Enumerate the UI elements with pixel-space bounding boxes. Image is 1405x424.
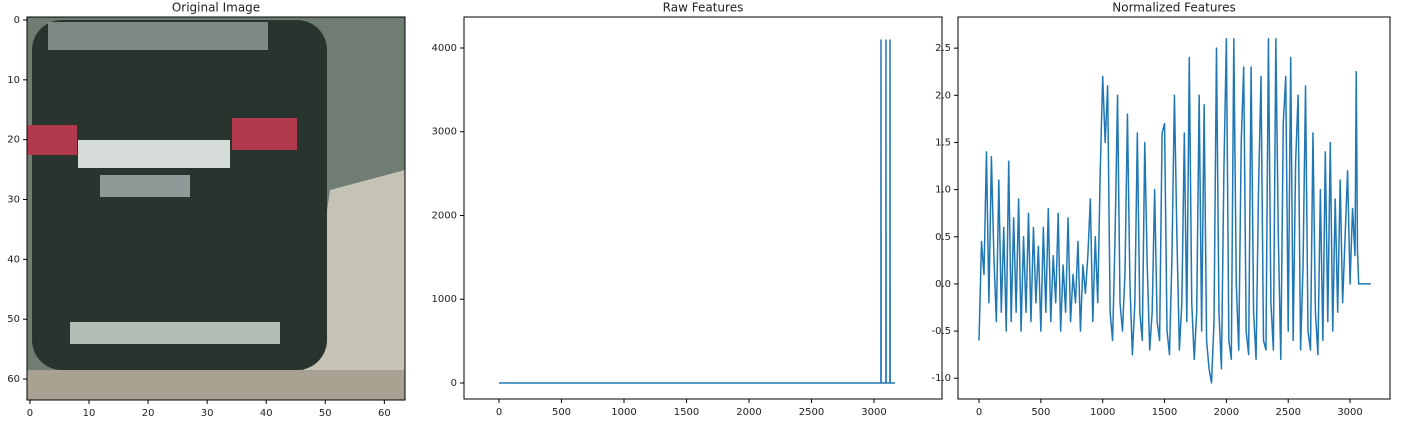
data-line: [499, 39, 895, 384]
y-tick-label: 2000: [432, 210, 457, 221]
x-tick-label: 2500: [1275, 407, 1300, 418]
y-tick-label: 10: [7, 75, 20, 86]
x-tick-label: 0: [496, 407, 502, 418]
chart-title: Raw Features: [663, 1, 744, 15]
y-tick-label: 3000: [432, 127, 457, 138]
axes-frame: [957, 16, 1391, 400]
y-tick-label: 0.0: [935, 279, 951, 290]
photo-trim: [78, 140, 230, 168]
x-tick-label: 1000: [611, 407, 636, 418]
x-tick-label: 50: [319, 408, 332, 419]
x-tick-label: 1500: [1152, 407, 1177, 418]
x-tick-label: 500: [552, 407, 571, 418]
y-tick-label: 4000: [432, 43, 457, 54]
y-tick-label: 0: [451, 378, 457, 389]
x-tick-label: 0: [976, 407, 982, 418]
x-tick-label: 1500: [674, 407, 699, 418]
x-tick-label: 2500: [799, 407, 824, 418]
x-tick-label: 10: [83, 408, 96, 419]
photo-ground: [27, 370, 405, 400]
y-tick-label: 0.5: [935, 232, 951, 243]
photo-window: [48, 22, 268, 50]
x-tick-label: 2000: [1214, 407, 1239, 418]
y-tick-label: 50: [7, 314, 20, 325]
axes-frame: [463, 16, 943, 400]
x-tick-label: 3000: [861, 407, 886, 418]
photo: [27, 17, 405, 400]
x-tick-label: 40: [260, 408, 273, 419]
y-tick-label: 1.5: [935, 137, 951, 148]
axes-frame: [26, 16, 406, 401]
x-tick-label: 2000: [736, 407, 761, 418]
y-tick-label: -0.5: [931, 326, 951, 337]
data-line: [978, 37, 1371, 384]
y-tick-label: 30: [7, 195, 20, 206]
y-tick-label: 2.0: [935, 90, 951, 101]
photo-bumper: [70, 322, 280, 344]
x-tick-label: 30: [201, 408, 214, 419]
y-tick-label: 20: [7, 135, 20, 146]
x-tick-label: 1000: [1090, 407, 1115, 418]
x-tick-label: 20: [142, 408, 155, 419]
chart-title: Normalized Features: [1112, 1, 1235, 15]
y-tick-label: 60: [7, 374, 20, 385]
photo-plate: [100, 175, 190, 197]
x-tick-label: 3000: [1337, 407, 1362, 418]
y-tick-label: -1.0: [931, 373, 951, 384]
y-tick-label: 2.5: [935, 43, 951, 54]
y-tick-label: 0: [14, 15, 20, 26]
photo-taillight: [27, 125, 77, 155]
chart-title: Original Image: [172, 1, 260, 15]
x-tick-label: 60: [378, 408, 391, 419]
x-tick-label: 0: [27, 408, 33, 419]
photo-taillight: [232, 118, 297, 150]
y-tick-label: 40: [7, 254, 20, 265]
y-tick-label: 1000: [432, 294, 457, 305]
y-tick-label: 1.0: [935, 185, 951, 196]
x-tick-label: 500: [1031, 407, 1050, 418]
